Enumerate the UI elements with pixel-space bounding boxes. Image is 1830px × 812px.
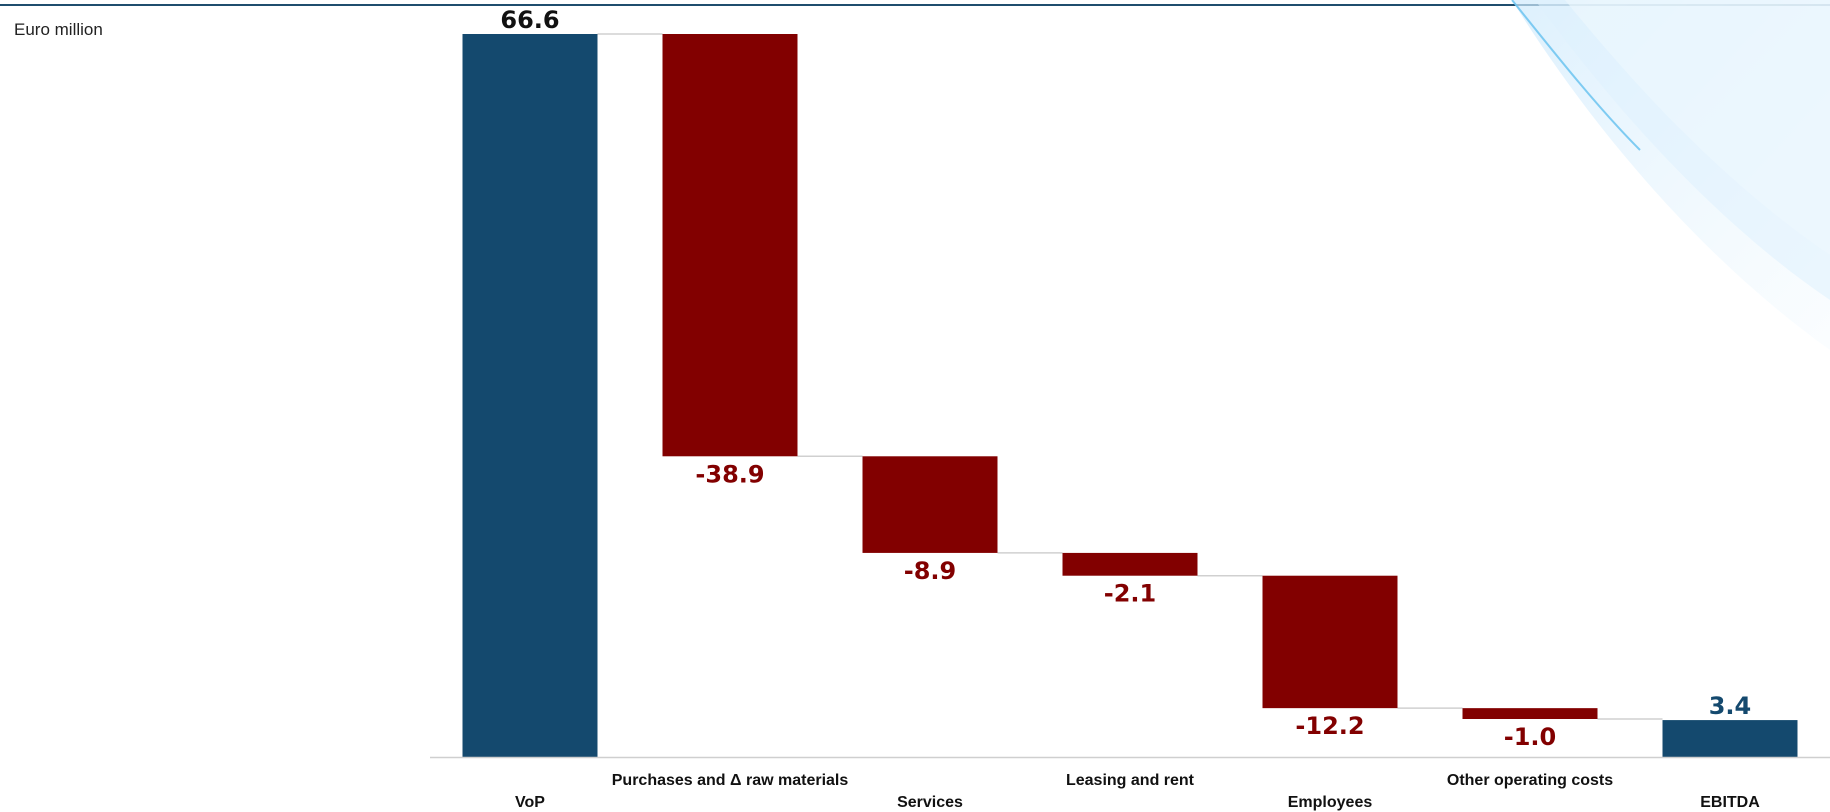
bar-leasing-and-rent xyxy=(1062,552,1198,576)
bar-purchases-and-raw-materials xyxy=(662,34,798,457)
value-label-employees: -12.2 xyxy=(1295,712,1364,740)
category-label-purchases-and-raw-materials: Purchases and Δ raw materials xyxy=(612,772,849,789)
category-labels: VoP Purchases and Δ raw materials Services… xyxy=(515,772,1760,811)
value-label-services: -8.9 xyxy=(904,557,956,585)
category-label-employees: Employees xyxy=(1288,794,1373,811)
bar-other-operating-costs xyxy=(1462,708,1598,720)
category-label-leasing-and-rent: Leasing and rent xyxy=(1066,772,1195,789)
bars xyxy=(462,34,1798,757)
value-label-purchases-and-raw-materials: -38.9 xyxy=(695,460,764,488)
value-label-other-operating-costs: -1.0 xyxy=(1504,723,1556,751)
value-label-vop: 66.6 xyxy=(500,6,559,34)
category-label-vop: VoP xyxy=(515,794,545,811)
bar-services xyxy=(862,456,998,553)
category-label-services: Services xyxy=(897,794,963,811)
bar-ebitda xyxy=(1662,720,1798,757)
unit-label: Euro million xyxy=(14,20,103,39)
top-divider xyxy=(0,4,1830,6)
category-label-ebitda: EBITDA xyxy=(1700,794,1760,811)
value-label-ebitda: 3.4 xyxy=(1709,692,1752,720)
value-label-leasing-and-rent: -2.1 xyxy=(1104,580,1156,608)
value-labels: 66.6 -38.9 -8.9 -2.1 -12.2 -1.0 3.4 xyxy=(500,6,1751,751)
bar-employees xyxy=(1262,575,1398,709)
connector-lines xyxy=(597,33,1663,720)
category-label-other-operating-costs: Other operating costs xyxy=(1447,772,1613,789)
bar-vop xyxy=(462,34,598,757)
decorative-wave xyxy=(1511,0,1830,350)
